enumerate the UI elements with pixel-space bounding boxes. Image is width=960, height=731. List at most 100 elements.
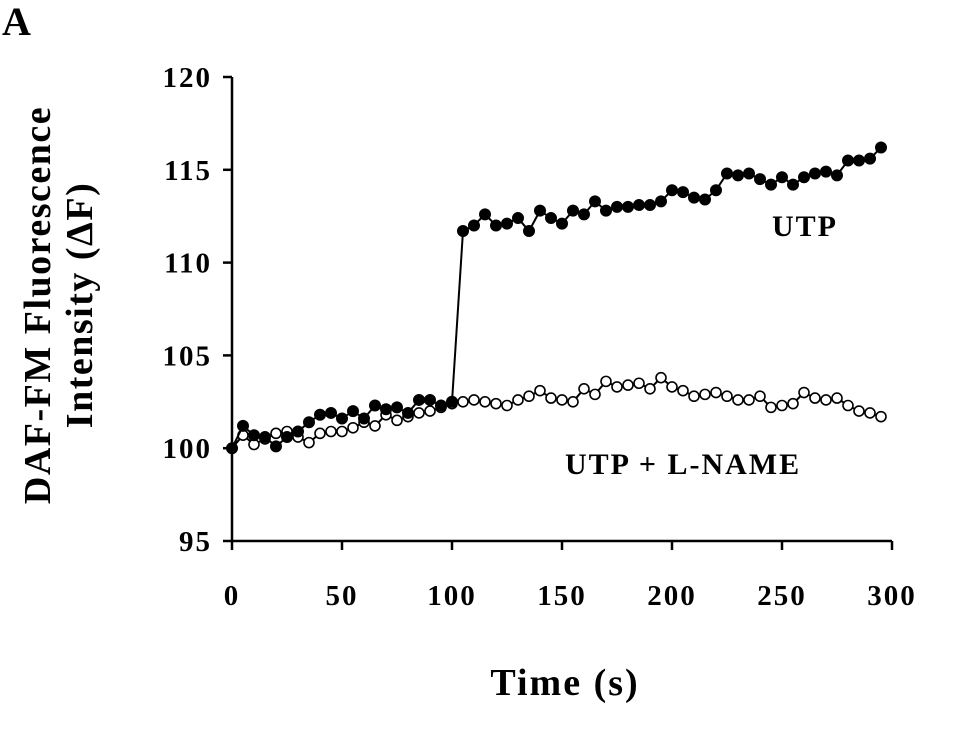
data-point-utp: [424, 393, 436, 406]
data-point-utp: [303, 416, 315, 429]
data-point-utp: [391, 401, 403, 414]
utp-lname-label: UTP + L-NAME: [565, 448, 801, 481]
data-point-utp-l-name: [611, 381, 623, 393]
data-point-utp-l-name: [325, 425, 337, 438]
data-point-utp: [435, 399, 447, 412]
data-point-utp: [556, 217, 568, 230]
data-point-utp-l-name: [655, 371, 667, 384]
series-utp: [226, 141, 887, 455]
y-axis-title-line1: DAF-FM Fluorescence: [17, 106, 59, 504]
data-point-utp: [831, 169, 843, 182]
data-point-utp-l-name: [842, 399, 854, 412]
data-point-utp: [523, 225, 535, 238]
data-point-utp-l-name: [853, 405, 865, 417]
y-tick-label: 105: [163, 340, 213, 372]
data-point-utp-l-name: [303, 436, 315, 449]
data-point-utp: [864, 152, 876, 165]
data-point-utp-l-name: [754, 390, 766, 403]
data-point-utp: [468, 219, 480, 232]
data-point-utp-l-name: [589, 388, 601, 401]
data-point-utp: [798, 171, 810, 184]
data-point-utp: [281, 431, 293, 444]
data-point-utp: [853, 154, 865, 167]
data-point-utp: [776, 171, 788, 184]
data-point-utp: [413, 393, 425, 406]
data-point-utp: [677, 186, 689, 199]
data-point-utp: [325, 406, 337, 419]
data-point-utp: [809, 167, 821, 180]
data-point-utp: [534, 204, 546, 217]
data-point-utp-l-name: [677, 384, 689, 397]
data-point-utp: [633, 199, 645, 212]
data-point-utp: [611, 200, 623, 213]
data-point-utp: [446, 395, 458, 408]
data-point-utp-l-name: [512, 394, 524, 406]
data-point-utp: [589, 195, 601, 208]
utp-label: UTP: [772, 210, 838, 243]
data-point-utp: [600, 204, 612, 217]
data-point-utp-l-name: [743, 394, 755, 406]
data-point-utp-l-name: [699, 388, 711, 401]
data-point-utp-l-name: [545, 392, 557, 404]
data-point-utp: [644, 199, 656, 212]
data-point-utp-l-name: [666, 381, 678, 393]
data-point-utp: [655, 195, 667, 208]
data-point-utp: [490, 219, 502, 232]
labels: Time (s) DAF-FM Fluorescence Intensity (…: [17, 106, 838, 704]
data-point-utp: [369, 399, 381, 412]
data-point-utp-l-name: [798, 386, 810, 399]
axes: 95 100 105 110 115 120 0 50 100 150 200 250 300: [163, 62, 917, 612]
data-point-utp-l-name: [270, 427, 282, 440]
data-point-utp-l-name: [468, 394, 480, 406]
data-point-utp-l-name: [864, 407, 876, 419]
data-point-utp: [248, 429, 260, 442]
data-point-utp-l-name: [556, 394, 568, 406]
y-tick-label: 110: [164, 248, 212, 280]
x-tick-label: 100: [427, 580, 477, 612]
data-point-utp-l-name: [523, 390, 535, 403]
x-tick-label: 250: [757, 580, 807, 612]
data-point-utp-l-name: [688, 390, 700, 403]
data-point-utp: [578, 208, 590, 221]
x-tick-label: 150: [537, 580, 587, 612]
data-point-utp: [501, 217, 513, 230]
data-point-utp-l-name: [600, 375, 612, 388]
data-point-utp: [226, 442, 238, 455]
data-point-utp: [765, 178, 777, 191]
data-point-utp-l-name: [831, 392, 843, 404]
data-point-utp: [292, 425, 304, 438]
data-point-utp: [380, 403, 392, 416]
data-point-utp-l-name: [534, 384, 546, 397]
data-point-utp: [875, 141, 887, 154]
data-point-utp-l-name: [501, 399, 513, 412]
data-point-utp-l-name: [314, 427, 326, 440]
y-tick-label: 115: [164, 155, 212, 187]
data-point-utp: [457, 225, 469, 238]
data-point-utp-l-name: [633, 377, 645, 390]
data-point-utp-l-name: [369, 420, 381, 432]
data-point-utp-l-name: [490, 397, 502, 410]
data-point-utp-l-name: [413, 407, 425, 419]
data-point-utp: [259, 431, 271, 444]
data-point-utp: [754, 173, 766, 186]
x-tick-label: 200: [647, 580, 697, 612]
data-point-utp: [545, 212, 557, 225]
data-point-utp-l-name: [336, 425, 348, 438]
data-point-utp: [842, 154, 854, 167]
data-point-utp-l-name: [644, 383, 656, 395]
data-point-utp-l-name: [732, 394, 744, 406]
data-point-utp: [743, 167, 755, 180]
data-point-utp: [314, 408, 326, 421]
data-point-utp: [699, 193, 711, 206]
data-point-utp-l-name: [776, 399, 788, 412]
series-layer: [226, 141, 887, 455]
data-point-utp-l-name: [578, 383, 590, 395]
data-point-utp: [336, 412, 348, 425]
data-point-utp: [710, 184, 722, 197]
data-point-utp-l-name: [622, 379, 634, 391]
x-tick-label: 0: [224, 580, 241, 612]
x-tick-label: 50: [326, 580, 359, 612]
x-axis-title: Time (s): [490, 662, 639, 704]
x-tick-label: 300: [867, 580, 917, 612]
